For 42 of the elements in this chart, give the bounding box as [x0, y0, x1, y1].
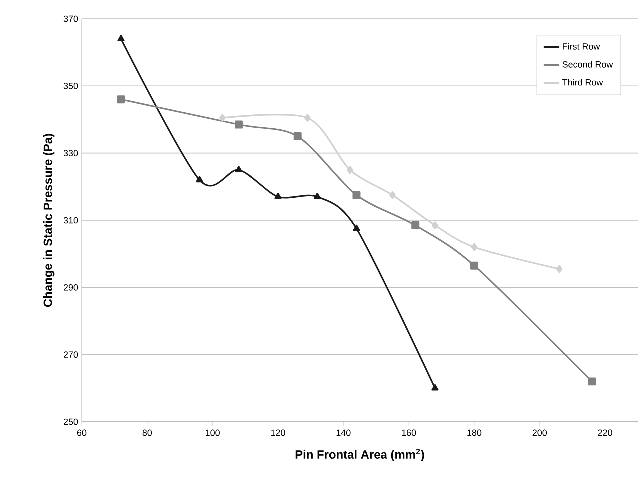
y-tick-label: 370 — [64, 16, 78, 22]
legend-label: Second Row — [562, 61, 614, 68]
y-tick-label: 310 — [64, 217, 78, 224]
x-tick-label: 80 — [142, 430, 152, 436]
y-tick-label: 290 — [64, 284, 78, 291]
x-tick-label: 200 — [532, 430, 548, 436]
point — [470, 262, 478, 270]
point — [353, 224, 360, 232]
x-axis-title: Pin Frontal Area (mm$^{2}$) — [296, 448, 424, 462]
point — [294, 132, 302, 141]
point — [196, 176, 204, 183]
point — [219, 114, 226, 122]
point — [412, 222, 420, 230]
x-tick-label: 220 — [598, 430, 612, 436]
legend-label: Third Row — [562, 79, 604, 86]
point — [432, 222, 438, 230]
x-tick-label: 100 — [206, 430, 220, 436]
x-tick-label: 120 — [271, 430, 286, 436]
x-tick-label: 60 — [77, 430, 87, 436]
x-tick-label: 160 — [402, 430, 416, 436]
point — [432, 384, 439, 391]
y-tick-label: 330 — [64, 150, 78, 157]
point — [556, 265, 563, 274]
y-tick-label: 250 — [64, 418, 78, 426]
point — [235, 120, 243, 129]
point — [274, 193, 282, 200]
point — [304, 114, 311, 122]
y-axis-title: Change in Static Pressure (Pa) — [44, 134, 55, 308]
y-tick-label: 350 — [64, 82, 78, 90]
x-tick-label: 180 — [468, 430, 482, 436]
point — [471, 243, 478, 252]
x-tick-label: 140 — [336, 430, 351, 436]
legend-label: First Row — [563, 43, 600, 50]
point — [352, 191, 361, 200]
point — [390, 191, 396, 200]
point — [235, 166, 243, 173]
point — [117, 96, 126, 104]
point — [347, 166, 354, 174]
point — [118, 35, 125, 42]
point — [314, 193, 322, 200]
point — [588, 378, 596, 386]
y-tick-label: 270 — [64, 352, 78, 358]
